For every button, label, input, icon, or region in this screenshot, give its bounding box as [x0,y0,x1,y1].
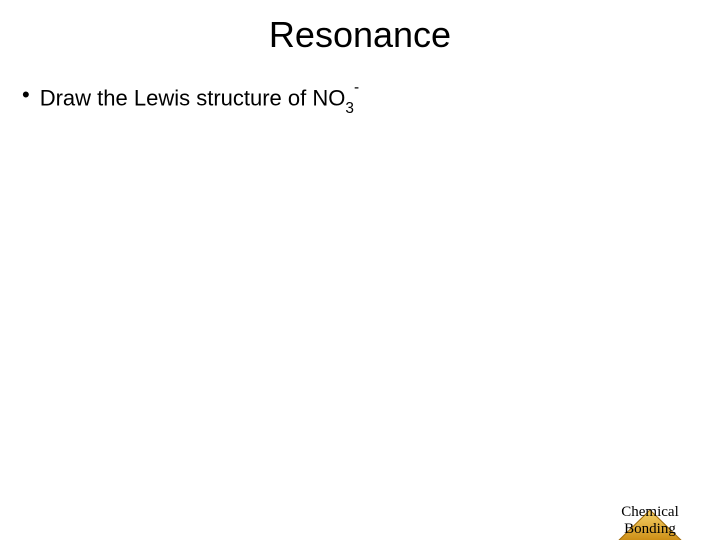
bullet-text-prefix: Draw the Lewis structure of [40,85,313,110]
bullet-item: • Draw the Lewis structure of NO3- [22,84,720,116]
formula-base: NO [312,85,345,110]
bullet-marker: • [22,84,30,106]
bullet-text: Draw the Lewis structure of NO3- [40,84,359,116]
footer-label: Chemical Bonding [600,504,700,539]
formula-subscript: 3 [345,100,354,117]
formula-superscript: - [354,79,359,96]
footer-badge: Chemical Bonding [600,504,700,539]
footer-line1: Chemical [621,504,678,520]
slide: Resonance • Draw the Lewis structure of … [0,14,720,540]
footer-line2: Bonding [624,521,676,537]
slide-title: Resonance [0,14,720,56]
